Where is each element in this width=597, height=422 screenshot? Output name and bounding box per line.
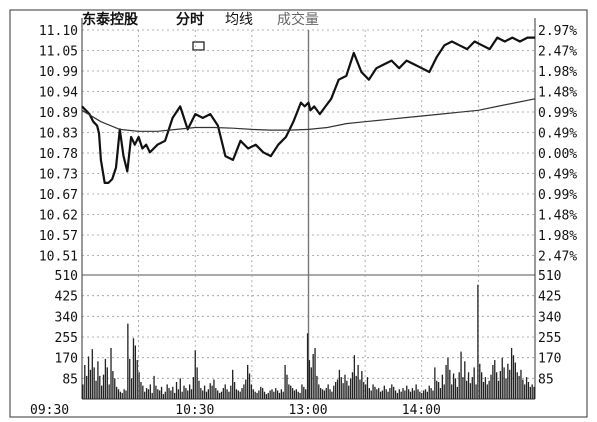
pct-tick-label: 1.98% [538,65,577,80]
time-tick-label: 09:30 [30,403,69,418]
pct-tick-label: 2.47% [538,250,577,265]
price-tick-label: 10.89 [39,106,78,121]
pct-tick-label: 2.47% [538,45,577,60]
price-tick-label: 11.10 [39,24,78,39]
price-tick-label: 10.78 [39,147,78,162]
price-tick-label: 10.62 [39,209,78,224]
pct-tick-label: 0.49% [538,168,577,183]
volume-tick-label-right: 170 [538,352,561,367]
pct-tick-label: 1.98% [538,229,577,244]
pct-tick-label: 1.48% [538,86,577,101]
price-tick-label: 10.57 [39,229,78,244]
time-tick-label: 10:30 [175,403,214,418]
volume-tick-label-right: 255 [538,331,561,346]
avg-label[interactable]: 均线 [225,12,253,28]
volume-tick-label-right: 340 [538,310,561,325]
chart-frame [9,9,588,418]
price-tick-label: 10.73 [39,168,78,183]
price-tick-label: 10.94 [39,86,78,101]
average-line [81,98,536,132]
pct-tick-label: 0.00% [538,147,577,162]
time-tick-label: 13:00 [289,403,328,418]
stock-name: 东泰控股 [82,11,139,28]
volume-tick-label: 255 [55,331,78,346]
volume-tick-label: 425 [55,290,78,305]
pct-tick-label: 2.97% [538,24,577,39]
mode-label[interactable]: 分时 [176,11,204,28]
volume-label[interactable]: 成交量 [277,11,319,28]
cursor-box-icon [192,41,205,51]
volume-tick-label: 170 [55,352,78,367]
price-tick-label: 10.51 [39,250,78,265]
price-tick-label: 10.99 [39,65,78,80]
pct-tick-label: 1.48% [538,209,577,224]
price-tick-label: 11.05 [39,45,78,60]
price-tick-label: 10.67 [39,188,78,203]
price-tick-label: 10.83 [39,127,78,142]
price-line [81,36,535,184]
pct-tick-label: 0.99% [538,188,577,203]
time-tick-label: 14:00 [402,403,441,418]
pct-tick-label: 0.99% [538,106,577,121]
volume-tick-label-right: 85 [538,372,554,387]
volume-tick-label-right: 510 [538,269,561,284]
volume-tick-label: 85 [62,372,78,387]
volume-tick-label-right: 425 [538,290,561,305]
pct-tick-label: 0.49% [538,127,577,142]
volume-tick-label: 510 [55,269,78,284]
volume-tick-label: 340 [55,310,78,325]
